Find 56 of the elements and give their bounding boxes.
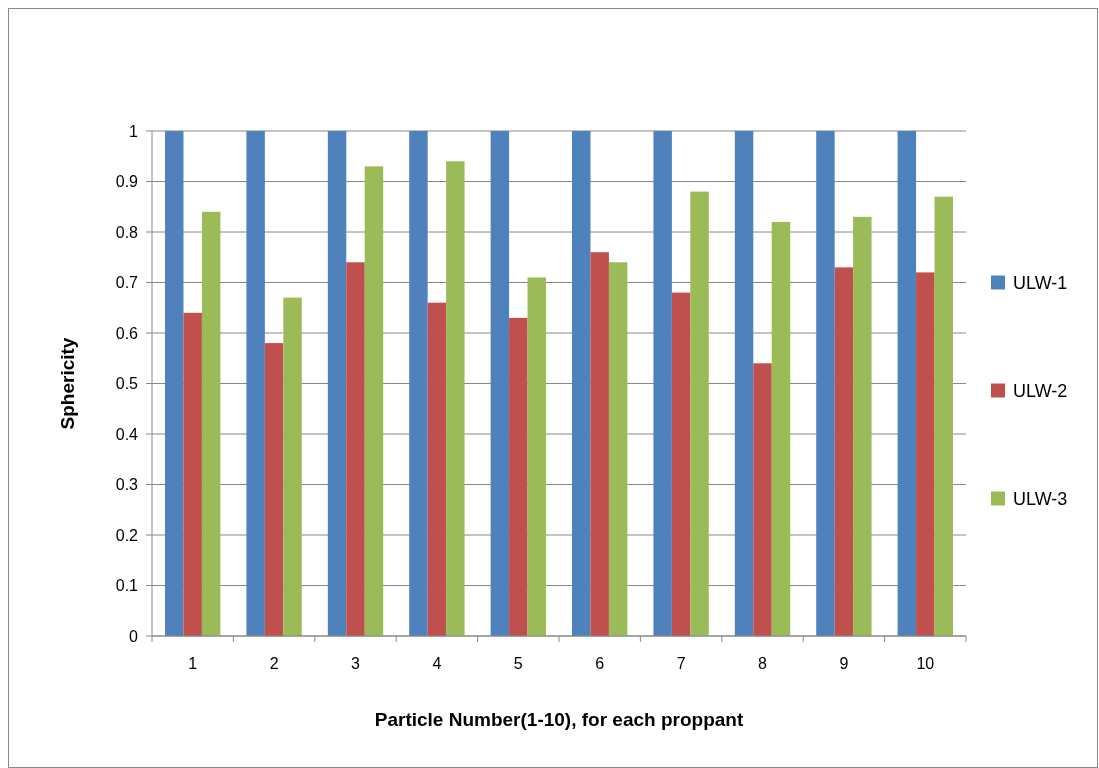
y-tick-label: 1 — [129, 122, 139, 140]
y-tick-label: 0.8 — [115, 223, 139, 241]
bar — [446, 161, 465, 636]
x-tick-label: 7 — [676, 655, 686, 672]
bar — [283, 297, 302, 636]
bar — [572, 131, 591, 636]
x-tick-label: 3 — [351, 655, 361, 672]
bar — [346, 262, 365, 636]
bar — [427, 302, 447, 636]
bar — [327, 131, 347, 636]
bar — [753, 363, 772, 636]
bar — [246, 131, 265, 636]
x-axis-title: Particle Number(1-10), for each proppant — [374, 709, 744, 730]
x-tick-label: 9 — [839, 655, 849, 672]
bar — [690, 191, 709, 636]
bar — [201, 211, 221, 636]
x-tick-label: 10 — [916, 655, 935, 672]
bar — [834, 267, 854, 636]
y-tick-label: 0.4 — [115, 425, 139, 443]
bar — [671, 292, 691, 636]
x-tick-label: 8 — [758, 655, 768, 672]
legend-label: ULW-2 — [1013, 380, 1068, 401]
y-tick-label: 0.1 — [115, 577, 139, 595]
bar — [490, 131, 510, 636]
x-tick-label: 5 — [513, 655, 523, 672]
bar — [165, 131, 184, 636]
bar — [916, 272, 935, 636]
x-tick-label: 4 — [432, 655, 442, 672]
bar — [409, 131, 428, 636]
x-tick-label: 2 — [269, 655, 279, 672]
x-tick-label: 6 — [595, 655, 605, 672]
bar — [509, 317, 528, 636]
y-tick-label: 0 — [129, 627, 139, 645]
legend-label: ULW-3 — [1013, 488, 1068, 509]
y-axis-title: Sphericity — [57, 337, 78, 430]
bar — [183, 312, 202, 636]
bar — [590, 252, 609, 636]
y-tick-label: 0.9 — [115, 173, 139, 191]
legend-label: ULW-1 — [1013, 272, 1068, 293]
bar — [853, 216, 872, 636]
y-tick-label: 0.5 — [115, 375, 139, 393]
bar — [816, 131, 835, 636]
x-tick-label: 1 — [188, 655, 198, 672]
bar — [897, 131, 917, 636]
bar — [934, 196, 953, 636]
y-tick-label: 0.6 — [115, 324, 139, 342]
y-tick-label: 0.7 — [115, 274, 139, 292]
bar — [653, 131, 672, 636]
bar — [771, 221, 791, 636]
y-tick-label: 0.2 — [115, 526, 139, 544]
y-tick-label: 0.3 — [115, 476, 139, 494]
bar — [527, 277, 546, 636]
bar — [364, 166, 384, 636]
bar — [264, 343, 284, 636]
bar — [734, 131, 754, 636]
bar — [608, 262, 628, 636]
